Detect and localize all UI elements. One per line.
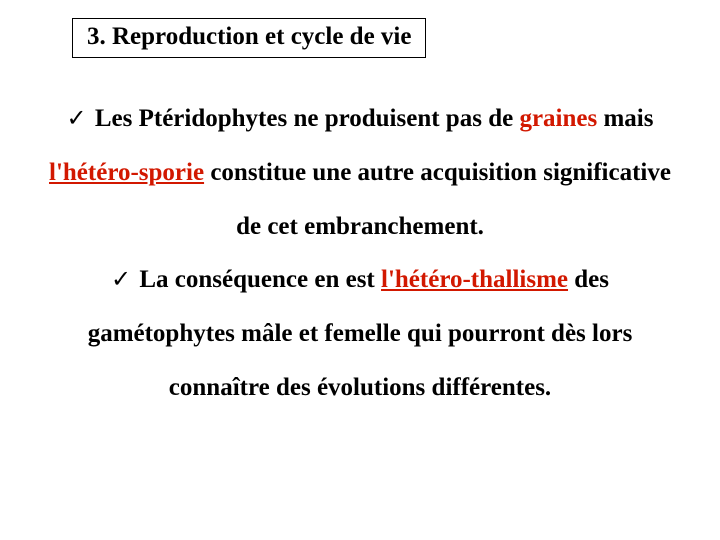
text-run: mais [597,105,653,132]
bullet-2: ✓ La conséquence en est l'hétéro-thallis… [40,253,680,414]
text-run: constitue une autre acquisition signific… [204,159,671,240]
body-text: ✓ Les Ptéridophytes ne produisent pas de… [40,92,680,415]
slide-page: 3. Reproduction et cycle de vie ✓ Les Pt… [0,0,720,540]
bullet-2-runs: La conséquence en est l'hétéro-thallisme… [88,266,633,401]
title-box: 3. Reproduction et cycle de vie [72,18,426,58]
title-text: 3. Reproduction et cycle de vie [87,23,411,50]
bullet-1: ✓ Les Ptéridophytes ne produisent pas de… [40,92,680,253]
bullet-1-runs: Les Ptéridophytes ne produisent pas de g… [49,105,671,240]
check-icon: ✓ [67,105,89,132]
text-run: l'hétéro-thallisme [381,266,568,293]
text-run: Les Ptéridophytes ne produisent pas de [89,105,514,132]
text-run: l'hétéro-sporie [49,159,204,186]
text-run: graines [519,105,597,132]
check-icon: ✓ [111,266,133,293]
text-run: La conséquence en est [133,266,381,293]
